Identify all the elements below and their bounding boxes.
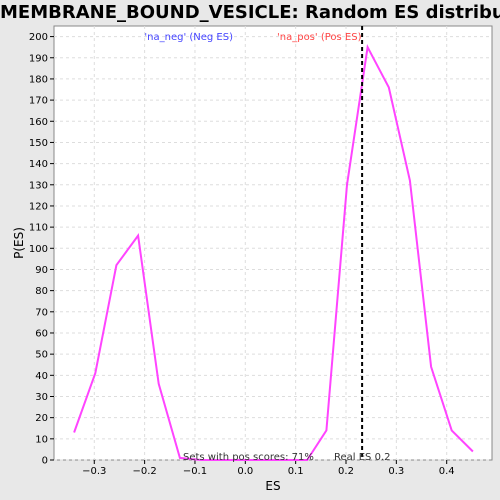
y-tick-label: 80 (35, 286, 48, 297)
y-tick-label: 10 (35, 434, 48, 445)
y-axis-ticks: 0 10 20 30 40 50 60 70 80 90 100 110 120 130 140 150 160… (29, 32, 54, 467)
y-tick-label: 90 (35, 265, 48, 276)
grid-lines (54, 26, 492, 461)
x-tick-label: −0.1 (183, 466, 207, 477)
plot-area (53, 25, 493, 461)
y-tick-label: 70 (35, 307, 48, 318)
x-tick-label: −0.2 (132, 466, 156, 477)
x-axis-label: ES (265, 479, 280, 493)
legend-neg-es: 'na_neg' (Neg ES) (144, 32, 233, 43)
legend-pos-es: 'na_pos' (Pos ES) (277, 32, 362, 43)
y-tick-label: 130 (29, 180, 48, 191)
y-tick-label: 30 (35, 392, 48, 403)
y-tick-label: 60 (35, 328, 48, 339)
x-tick-label: 0.4 (439, 466, 455, 477)
x-tick-label: 0.0 (237, 466, 253, 477)
y-tick-label: 140 (29, 159, 48, 170)
pos-scores-annotation: Sets with pos scores: 71% (183, 452, 314, 463)
x-tick-label: 0.2 (338, 466, 354, 477)
x-tick-label: −0.3 (82, 466, 106, 477)
y-tick-label: 200 (29, 32, 48, 43)
chart-title: MEMBRANE_BOUND_VESICLE: Random ES distri… (0, 2, 500, 23)
y-tick-label: 20 (35, 413, 48, 424)
x-tick-label: 0.3 (388, 466, 404, 477)
y-tick-label: 190 (29, 53, 48, 64)
y-axis-label: P(ES) (12, 227, 26, 259)
y-tick-label: 150 (29, 138, 48, 149)
y-tick-label: 110 (29, 223, 48, 234)
y-tick-label: 50 (35, 350, 48, 361)
y-tick-label: 120 (29, 201, 48, 212)
es-distribution-line (73, 44, 474, 461)
y-tick-label: 40 (35, 371, 48, 382)
y-tick-label: 100 (29, 244, 48, 255)
y-tick-label: 180 (29, 74, 48, 85)
x-tick-label: 0.1 (288, 466, 304, 477)
y-tick-label: 0 (42, 456, 48, 467)
y-tick-label: 160 (29, 117, 48, 128)
x-axis-ticks: −0.3 −0.2 −0.1 0.0 0.1 0.2 0.3 0.4 (82, 460, 455, 477)
real-es-label: Real ES 0.2 (334, 452, 390, 463)
y-tick-label: 170 (29, 96, 48, 107)
